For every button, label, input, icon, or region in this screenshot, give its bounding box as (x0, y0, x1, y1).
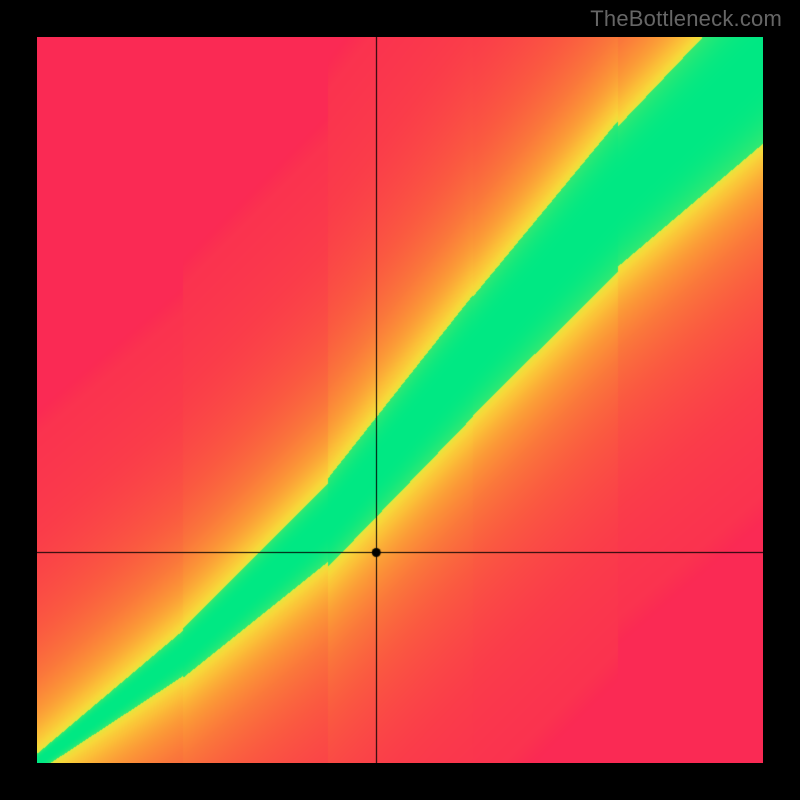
heatmap-canvas (37, 37, 763, 763)
watermark-text: TheBottleneck.com (590, 6, 782, 32)
chart-area (37, 37, 763, 763)
